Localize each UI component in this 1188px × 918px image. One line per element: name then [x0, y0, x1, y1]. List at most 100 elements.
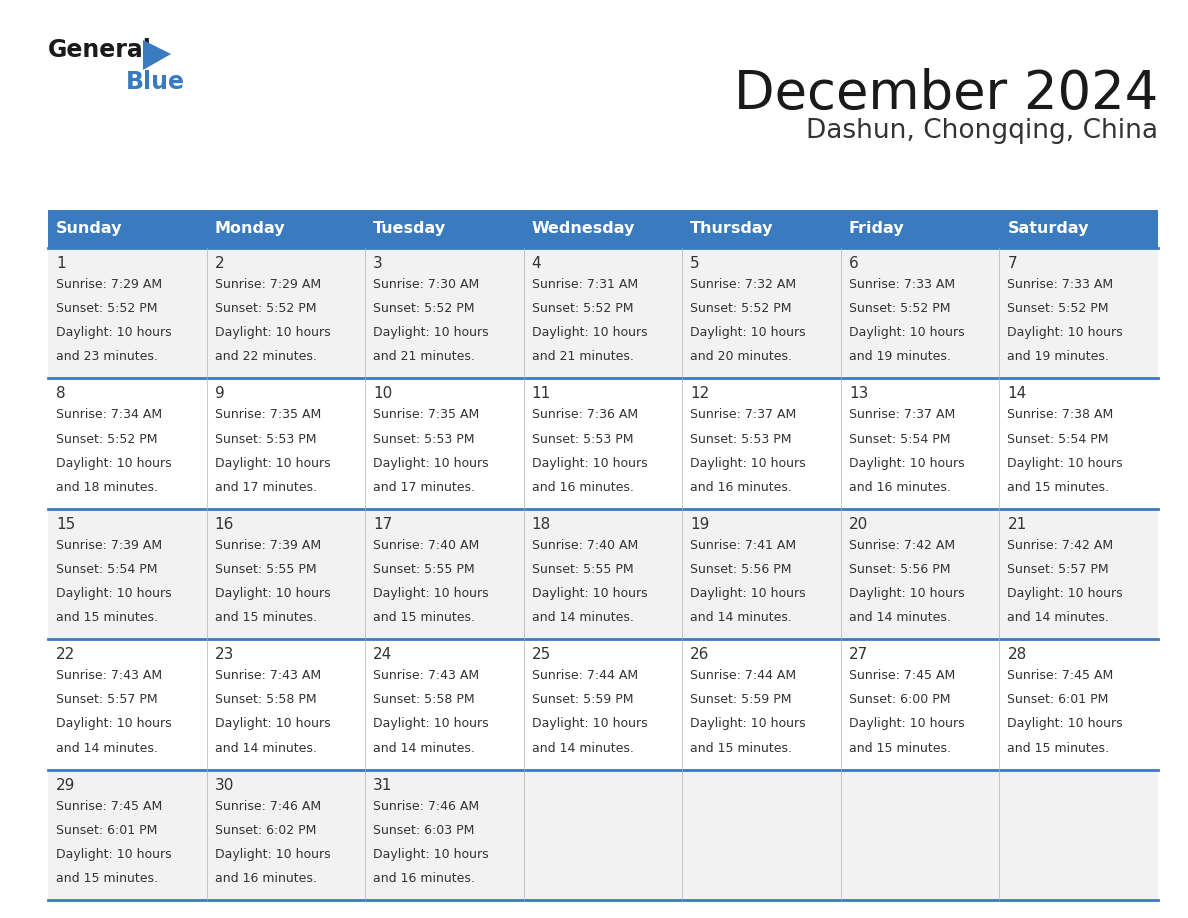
- Text: Sunset: 6:02 PM: Sunset: 6:02 PM: [215, 823, 316, 836]
- Text: 11: 11: [532, 386, 551, 401]
- Text: 23: 23: [215, 647, 234, 662]
- Text: Sunrise: 7:45 AM: Sunrise: 7:45 AM: [56, 800, 163, 812]
- Text: 2: 2: [215, 256, 225, 271]
- Text: Sunset: 5:55 PM: Sunset: 5:55 PM: [373, 563, 475, 576]
- Text: Daylight: 10 hours: Daylight: 10 hours: [1007, 718, 1123, 731]
- Bar: [365, 210, 524, 248]
- Text: General: General: [48, 38, 152, 62]
- Text: 19: 19: [690, 517, 709, 532]
- Text: Daylight: 10 hours: Daylight: 10 hours: [1007, 456, 1123, 470]
- Text: Daylight: 10 hours: Daylight: 10 hours: [215, 326, 330, 340]
- Text: 13: 13: [849, 386, 868, 401]
- Text: Sunset: 5:52 PM: Sunset: 5:52 PM: [532, 302, 633, 315]
- Text: Daylight: 10 hours: Daylight: 10 hours: [373, 848, 488, 861]
- Text: Daylight: 10 hours: Daylight: 10 hours: [690, 587, 805, 600]
- Polygon shape: [143, 40, 171, 70]
- Text: Sunset: 5:52 PM: Sunset: 5:52 PM: [1007, 302, 1108, 315]
- Text: Sunday: Sunday: [56, 221, 122, 237]
- Bar: [48, 769, 1158, 900]
- Text: Daylight: 10 hours: Daylight: 10 hours: [849, 587, 965, 600]
- Text: Daylight: 10 hours: Daylight: 10 hours: [849, 456, 965, 470]
- Text: 17: 17: [373, 517, 392, 532]
- Text: Sunrise: 7:35 AM: Sunrise: 7:35 AM: [373, 409, 480, 421]
- Text: Daylight: 10 hours: Daylight: 10 hours: [56, 718, 171, 731]
- Text: Sunrise: 7:46 AM: Sunrise: 7:46 AM: [215, 800, 321, 812]
- Text: Sunrise: 7:33 AM: Sunrise: 7:33 AM: [849, 278, 955, 291]
- Text: and 15 minutes.: and 15 minutes.: [1007, 481, 1110, 494]
- Text: Sunset: 5:53 PM: Sunset: 5:53 PM: [215, 432, 316, 445]
- Bar: [207, 210, 365, 248]
- Text: Daylight: 10 hours: Daylight: 10 hours: [690, 456, 805, 470]
- Text: 29: 29: [56, 778, 75, 792]
- Text: Thursday: Thursday: [690, 221, 773, 237]
- Text: Sunrise: 7:42 AM: Sunrise: 7:42 AM: [849, 539, 955, 552]
- Text: Sunset: 5:52 PM: Sunset: 5:52 PM: [56, 432, 158, 445]
- Bar: [48, 639, 1158, 769]
- Text: Daylight: 10 hours: Daylight: 10 hours: [373, 718, 488, 731]
- Text: and 14 minutes.: and 14 minutes.: [532, 742, 633, 755]
- Text: Sunrise: 7:46 AM: Sunrise: 7:46 AM: [373, 800, 479, 812]
- Text: Sunrise: 7:37 AM: Sunrise: 7:37 AM: [690, 409, 796, 421]
- Text: and 15 minutes.: and 15 minutes.: [215, 611, 316, 624]
- Text: Daylight: 10 hours: Daylight: 10 hours: [215, 587, 330, 600]
- Text: Sunrise: 7:44 AM: Sunrise: 7:44 AM: [690, 669, 796, 682]
- Text: 6: 6: [849, 256, 859, 271]
- Text: and 17 minutes.: and 17 minutes.: [373, 481, 475, 494]
- Text: and 14 minutes.: and 14 minutes.: [690, 611, 792, 624]
- Text: Sunset: 5:59 PM: Sunset: 5:59 PM: [690, 693, 791, 706]
- Text: Daylight: 10 hours: Daylight: 10 hours: [56, 326, 171, 340]
- Text: and 16 minutes.: and 16 minutes.: [373, 872, 475, 885]
- Text: Sunset: 5:58 PM: Sunset: 5:58 PM: [373, 693, 475, 706]
- Text: Daylight: 10 hours: Daylight: 10 hours: [373, 326, 488, 340]
- Text: 28: 28: [1007, 647, 1026, 662]
- Text: Saturday: Saturday: [1007, 221, 1089, 237]
- Text: Sunrise: 7:34 AM: Sunrise: 7:34 AM: [56, 409, 162, 421]
- Text: 14: 14: [1007, 386, 1026, 401]
- Text: Sunset: 5:54 PM: Sunset: 5:54 PM: [849, 432, 950, 445]
- Text: 15: 15: [56, 517, 75, 532]
- Text: Sunrise: 7:43 AM: Sunrise: 7:43 AM: [215, 669, 321, 682]
- Text: Daylight: 10 hours: Daylight: 10 hours: [690, 326, 805, 340]
- Text: 18: 18: [532, 517, 551, 532]
- Text: Sunset: 6:00 PM: Sunset: 6:00 PM: [849, 693, 950, 706]
- Text: Blue: Blue: [126, 70, 185, 94]
- Text: 30: 30: [215, 778, 234, 792]
- Text: December 2024: December 2024: [734, 68, 1158, 120]
- Text: Sunset: 5:52 PM: Sunset: 5:52 PM: [56, 302, 158, 315]
- Text: Sunset: 5:56 PM: Sunset: 5:56 PM: [849, 563, 950, 576]
- Text: Daylight: 10 hours: Daylight: 10 hours: [373, 456, 488, 470]
- Text: 10: 10: [373, 386, 392, 401]
- Text: 26: 26: [690, 647, 709, 662]
- Text: Sunset: 5:52 PM: Sunset: 5:52 PM: [849, 302, 950, 315]
- Bar: [48, 248, 1158, 378]
- Text: Daylight: 10 hours: Daylight: 10 hours: [56, 587, 171, 600]
- Text: Sunrise: 7:38 AM: Sunrise: 7:38 AM: [1007, 409, 1113, 421]
- Text: Tuesday: Tuesday: [373, 221, 447, 237]
- Bar: [682, 210, 841, 248]
- Text: 24: 24: [373, 647, 392, 662]
- Text: and 22 minutes.: and 22 minutes.: [215, 351, 316, 364]
- Text: Sunrise: 7:35 AM: Sunrise: 7:35 AM: [215, 409, 321, 421]
- Text: Sunrise: 7:44 AM: Sunrise: 7:44 AM: [532, 669, 638, 682]
- Text: Sunset: 6:01 PM: Sunset: 6:01 PM: [1007, 693, 1108, 706]
- Text: Sunset: 5:57 PM: Sunset: 5:57 PM: [1007, 563, 1110, 576]
- Text: and 19 minutes.: and 19 minutes.: [849, 351, 950, 364]
- Text: 4: 4: [532, 256, 542, 271]
- Bar: [999, 210, 1158, 248]
- Text: and 15 minutes.: and 15 minutes.: [849, 742, 950, 755]
- Text: Sunrise: 7:30 AM: Sunrise: 7:30 AM: [373, 278, 480, 291]
- Text: Daylight: 10 hours: Daylight: 10 hours: [373, 587, 488, 600]
- Text: and 15 minutes.: and 15 minutes.: [690, 742, 792, 755]
- Text: Sunset: 5:52 PM: Sunset: 5:52 PM: [373, 302, 475, 315]
- Text: and 18 minutes.: and 18 minutes.: [56, 481, 158, 494]
- Text: Sunrise: 7:42 AM: Sunrise: 7:42 AM: [1007, 539, 1113, 552]
- Text: Daylight: 10 hours: Daylight: 10 hours: [849, 718, 965, 731]
- Text: Daylight: 10 hours: Daylight: 10 hours: [532, 587, 647, 600]
- Text: Daylight: 10 hours: Daylight: 10 hours: [215, 456, 330, 470]
- Text: Sunrise: 7:40 AM: Sunrise: 7:40 AM: [532, 539, 638, 552]
- Text: Sunset: 5:53 PM: Sunset: 5:53 PM: [690, 432, 791, 445]
- Text: Daylight: 10 hours: Daylight: 10 hours: [532, 456, 647, 470]
- Text: Dashun, Chongqing, China: Dashun, Chongqing, China: [805, 118, 1158, 144]
- Text: Daylight: 10 hours: Daylight: 10 hours: [1007, 326, 1123, 340]
- Text: and 17 minutes.: and 17 minutes.: [215, 481, 316, 494]
